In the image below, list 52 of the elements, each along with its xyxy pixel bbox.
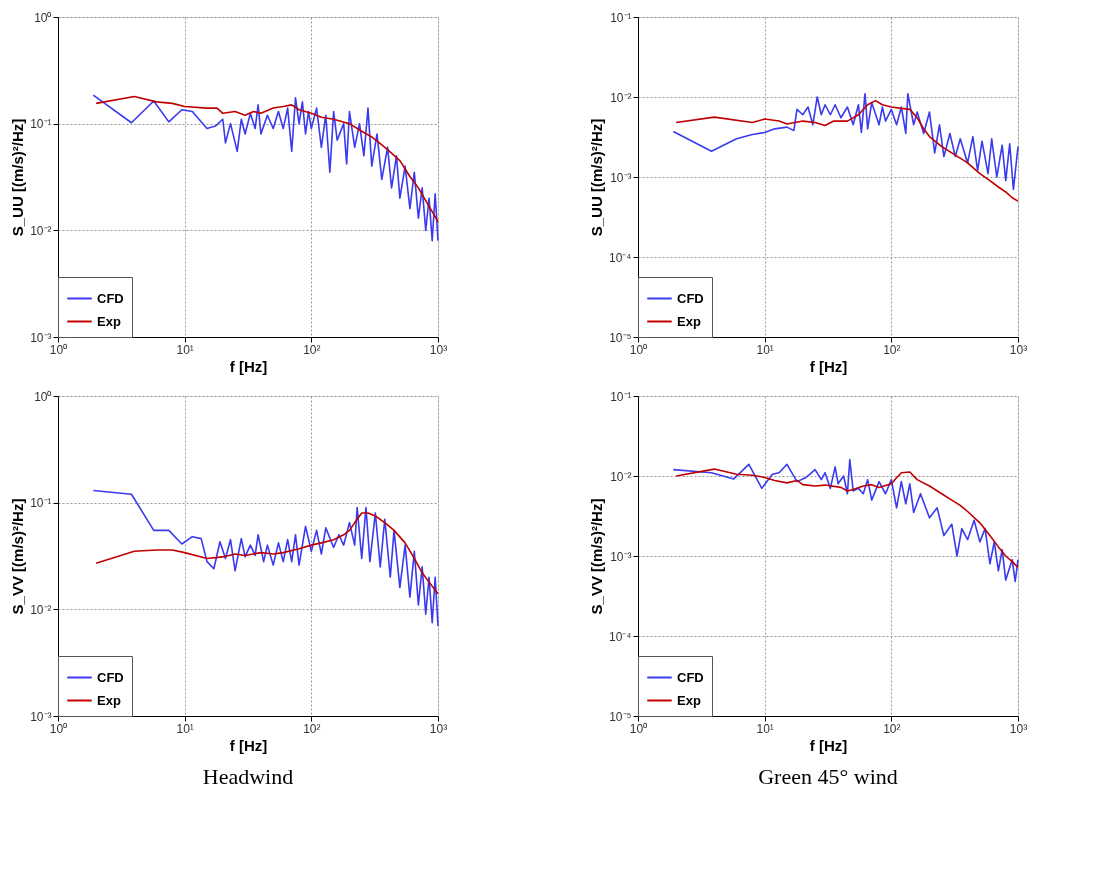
y-tick-label: 10⁻³ [610, 549, 632, 564]
legend-label: Exp [677, 313, 701, 329]
y-axis-title: S_UU [(m/s)²/Hz] [588, 118, 605, 237]
y-axis-title: S_UU [(m/s)²/Hz] [9, 118, 27, 237]
y-tick-label: 10⁻¹ [610, 10, 632, 25]
y-tick-label: 10⁰ [34, 389, 52, 404]
x-tick-label: 10³ [1009, 342, 1028, 357]
x-tick-label: 10² [303, 342, 321, 357]
x-tick-label: 10² [303, 721, 321, 736]
x-tick-label: 10³ [429, 342, 448, 357]
y-tick-label: 10⁻¹ [610, 389, 632, 404]
legend-label: CFD [97, 669, 124, 685]
y-axis-title: S_VV [(m/s)²/Hz] [9, 498, 27, 615]
legend-label: Exp [677, 692, 701, 708]
y-tick-label: 10⁻² [610, 90, 632, 105]
y-tick-label: 10⁻² [30, 602, 52, 617]
x-tick-label: 10² [883, 342, 901, 357]
x-axis-title: f [Hz] [229, 357, 268, 375]
x-tick-label: 10³ [429, 721, 448, 736]
legend-label: Exp [97, 692, 121, 708]
x-tick-label: 10³ [1009, 721, 1028, 736]
x-tick-label: 10⁰ [629, 342, 648, 357]
x-tick-label: 10⁰ [49, 342, 68, 357]
x-axis-title: f [Hz] [809, 736, 848, 754]
y-tick-label: 10⁻³ [30, 709, 52, 724]
x-tick-label: 10¹ [756, 342, 774, 357]
y-tick-label: 10⁻² [610, 469, 632, 484]
text: Green 45° wind [758, 764, 898, 789]
x-tick-label: 10⁰ [49, 721, 68, 736]
y-tick-label: 10⁻¹ [30, 117, 52, 132]
y-tick-label: 10⁻⁴ [608, 250, 632, 265]
legend-label: CFD [677, 669, 704, 685]
x-tick-label: 10⁰ [629, 721, 648, 736]
y-tick-label: 10⁻³ [610, 170, 632, 185]
y-tick-label: 10⁻⁴ [608, 629, 632, 644]
x-axis-title: f [Hz] [229, 736, 268, 754]
legend-label: CFD [677, 290, 704, 306]
x-axis-title: f [Hz] [809, 357, 848, 375]
y-tick-label: 10⁻⁵ [609, 330, 632, 345]
y-tick-label: 10⁻⁵ [609, 709, 632, 724]
x-tick-label: 10¹ [756, 721, 774, 736]
x-tick-label: 10² [883, 721, 901, 736]
x-tick-label: 10¹ [176, 721, 194, 736]
x-tick-label: 10¹ [176, 342, 194, 357]
legend-label: Exp [97, 313, 121, 329]
y-axis-title: S_VV [(m/s)²/Hz] [588, 498, 605, 615]
y-tick-label: 10⁻¹ [30, 496, 52, 511]
text: Headwind [202, 764, 294, 789]
y-tick-label: 10⁰ [34, 10, 52, 25]
y-tick-label: 10⁻³ [30, 330, 52, 345]
legend-label: CFD [97, 290, 124, 306]
y-tick-label: 10⁻² [30, 223, 52, 238]
